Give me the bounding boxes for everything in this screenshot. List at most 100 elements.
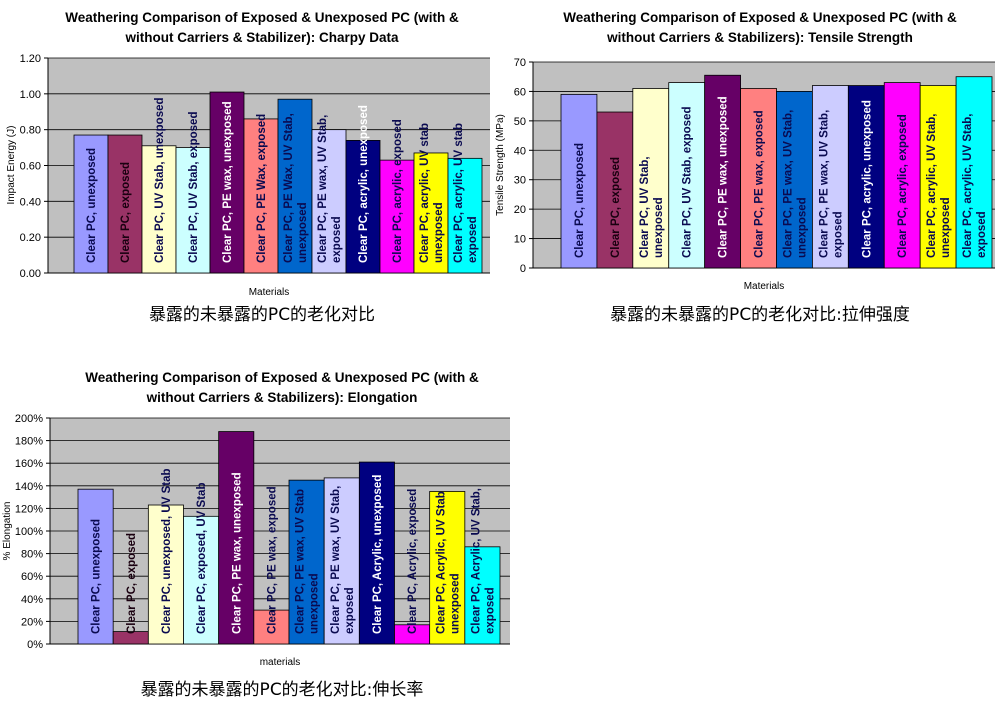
bar bbox=[277, 98, 313, 274]
chart-title: Weathering Comparison of Exposed & Unexp… bbox=[563, 10, 957, 25]
bar bbox=[704, 74, 741, 269]
bar-label: Clear PC, unexposed bbox=[86, 148, 98, 263]
bar-label: Clear PC, Acrylic, UV Stab, bbox=[470, 488, 482, 634]
bar bbox=[77, 488, 114, 645]
y-tick-label: 80% bbox=[21, 549, 43, 561]
bar-label: Clear PC, PE wax, UV Stab, bbox=[317, 115, 329, 263]
bar-label: Clear PC, unexposed bbox=[574, 143, 586, 258]
y-tick-label: 160% bbox=[15, 458, 43, 470]
bar bbox=[358, 461, 395, 645]
y-tick-label: 140% bbox=[15, 481, 43, 493]
bar bbox=[73, 134, 109, 274]
bar-label: Clear PC, PE wax, exposed bbox=[266, 486, 278, 634]
y-tick-label: 20% bbox=[21, 616, 43, 628]
y-axis-label: % Elongation bbox=[2, 502, 13, 561]
bar bbox=[175, 147, 211, 274]
bar-label: exposed bbox=[331, 216, 343, 263]
bar-label: exposed bbox=[832, 211, 844, 258]
bar bbox=[413, 152, 449, 274]
y-tick-label: 50 bbox=[514, 116, 526, 128]
bar bbox=[141, 145, 177, 274]
chart-title: without Carriers & Stabilizers): Tensile… bbox=[606, 30, 913, 45]
x-axis-label: Materials bbox=[744, 281, 785, 292]
bar bbox=[253, 609, 290, 645]
bar-label: Clear PC, exposed bbox=[120, 162, 132, 263]
bar-label: unexposed bbox=[796, 197, 808, 258]
bar-label: Clear PC, UV Stab, bbox=[639, 156, 651, 258]
bar-label: Clear PC, PE wax, unexposed bbox=[718, 96, 730, 258]
bar-label: Clear PC, PE Wax, exposed bbox=[256, 114, 268, 263]
y-tick-label: 0.80 bbox=[20, 125, 41, 137]
bar-label: Clear PC, acrylic, UV stab bbox=[453, 123, 465, 263]
bar bbox=[560, 93, 598, 269]
y-tick-label: 0 bbox=[520, 263, 526, 275]
bar-label: Clear PC, PE Wax, UV Stab, bbox=[283, 113, 295, 263]
bar bbox=[379, 159, 415, 274]
bar bbox=[429, 491, 466, 645]
bar-label: Clear PC, PE wax, UV Stab, bbox=[330, 486, 342, 634]
bar-label: Clear PC, exposed, UV Stab bbox=[196, 483, 208, 634]
bar bbox=[847, 85, 885, 269]
bar-label: Clear PC, PE wax, exposed bbox=[754, 110, 766, 258]
bar-label: Clear PC, unexposed bbox=[91, 519, 103, 634]
bar bbox=[107, 134, 143, 274]
x-axis-label: materials bbox=[260, 657, 301, 668]
y-tick-label: 0.40 bbox=[20, 196, 41, 208]
bar bbox=[288, 479, 325, 645]
bar-label: unexposed bbox=[653, 197, 665, 258]
y-tick-label: 60 bbox=[514, 86, 526, 98]
bar bbox=[596, 111, 634, 269]
bar-label: exposed bbox=[976, 211, 988, 258]
y-tick-label: 200% bbox=[15, 413, 43, 425]
bar bbox=[464, 546, 501, 645]
y-tick-label: 180% bbox=[15, 436, 43, 448]
y-tick-label: 1.00 bbox=[20, 89, 41, 101]
chart-title: Weathering Comparison of Exposed & Unexp… bbox=[65, 10, 459, 25]
y-tick-label: 30 bbox=[514, 175, 526, 187]
bar-label: Clear PC, PE wax, UV Stab bbox=[295, 489, 307, 634]
bar bbox=[447, 157, 483, 274]
y-tick-label: 10 bbox=[514, 234, 526, 246]
bar-label: Clear PC, acrylic, UV Stab, bbox=[962, 114, 974, 258]
bar-label: Clear PC, acrylic, UV stab bbox=[419, 123, 431, 263]
bar bbox=[345, 140, 381, 274]
chart-title: without Carriers & Stabilizer): Charpy D… bbox=[124, 30, 399, 45]
chart-caption: 暴露的未暴露的PC的老化对比:伸长率 bbox=[141, 680, 424, 700]
bar bbox=[323, 477, 360, 645]
bar-label: Clear PC, PE wax, unexposed bbox=[222, 101, 234, 263]
chart-2: Weathering Comparison of Exposed & Unexp… bbox=[495, 10, 995, 325]
bar bbox=[632, 88, 670, 269]
bar-label: Clear PC, Acrylic, exposed bbox=[407, 489, 419, 634]
bar-label: unexposed bbox=[297, 202, 309, 263]
bar-label: Clear PC, acrylic, exposed bbox=[897, 114, 909, 258]
bar-label: Clear PC, unexposed, UV Stab bbox=[161, 468, 173, 634]
bar bbox=[668, 82, 706, 269]
bar-label: unexposed bbox=[309, 573, 321, 634]
bar-label: exposed bbox=[484, 587, 496, 634]
bar-label: exposed bbox=[467, 216, 479, 263]
bar-label: exposed bbox=[344, 587, 356, 634]
bar-label: Clear PC, PE wax, UV Stab, bbox=[782, 110, 794, 258]
bar bbox=[311, 129, 347, 274]
y-tick-label: 0.00 bbox=[20, 268, 41, 280]
bar bbox=[919, 85, 957, 269]
y-tick-label: 1.20 bbox=[20, 53, 41, 65]
y-tick-label: 20 bbox=[514, 204, 526, 216]
bar-label: Clear PC, acrylic, UV Stab, bbox=[926, 114, 938, 258]
bar bbox=[243, 118, 279, 274]
y-tick-label: 40 bbox=[514, 145, 526, 157]
bar-label: Clear PC, exposed bbox=[126, 533, 138, 634]
chart-caption: 暴露的未暴露的PC的老化对比 bbox=[149, 305, 375, 325]
bar bbox=[883, 82, 921, 269]
bar-label: Clear PC, acrylic, unexposed bbox=[861, 100, 873, 258]
y-tick-label: 40% bbox=[21, 594, 43, 606]
bar-label: Clear PC, Acrylic, unexposed bbox=[372, 475, 384, 634]
y-tick-label: 0.20 bbox=[20, 232, 41, 244]
bar bbox=[955, 76, 993, 269]
y-axis-label: Impact Energy (J) bbox=[6, 126, 17, 205]
y-tick-label: 100% bbox=[15, 526, 43, 538]
bar-label: Clear PC, PE wax, UV Stab, bbox=[818, 110, 830, 258]
y-tick-label: 60% bbox=[21, 571, 43, 583]
bar bbox=[183, 515, 220, 645]
